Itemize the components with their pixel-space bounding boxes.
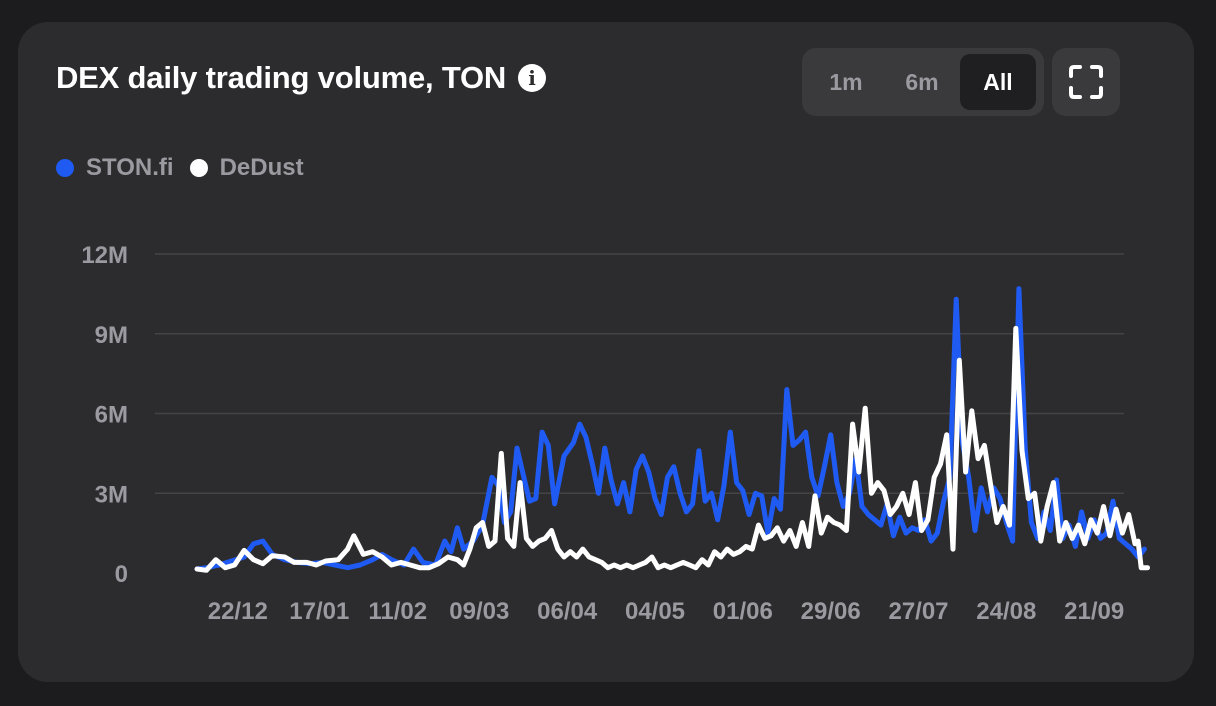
legend-item-ston-fi[interactable]: STON.fi — [56, 154, 174, 182]
x-tick-label: 01/06 — [713, 598, 773, 625]
series-lines — [194, 286, 1150, 573]
title-row: DEX daily trading volume, TON i — [56, 60, 547, 96]
legend-label-dedust: DeDust — [219, 154, 304, 181]
fullscreen-button[interactable] — [1052, 48, 1120, 116]
y-tick-label: 3M — [95, 481, 128, 508]
y-tick-label: 9M — [95, 322, 128, 349]
y-tick-label: 6M — [95, 402, 128, 429]
y-tick-label: 12M — [81, 242, 128, 269]
range-all-button[interactable]: All — [960, 54, 1036, 110]
x-tick-label: 29/06 — [801, 598, 861, 625]
series-line-dedust — [194, 325, 1150, 573]
chart-legend: STON.fi DeDust — [56, 154, 320, 182]
legend-item-dedust[interactable]: DeDust — [189, 154, 304, 182]
x-tick-label: 06/04 — [537, 598, 598, 625]
x-tick-label: 17/01 — [289, 598, 349, 625]
x-tick-label: 04/05 — [625, 598, 685, 625]
series-line-ston-fi — [194, 286, 1147, 572]
x-axis-ticks: 22/12 17/01 11/02 09/03 06/04 04/05 01/06 29/06… — [208, 598, 1124, 625]
legend-label-ston-fi: STON.fi — [86, 154, 174, 181]
info-icon[interactable]: i — [518, 64, 547, 92]
legend-dot-dedust — [189, 159, 208, 177]
x-tick-label: 11/02 — [368, 598, 427, 625]
legend-dot-ston-fi — [56, 159, 74, 177]
chart-title: DEX daily trading volume, TON — [56, 60, 507, 95]
x-tick-label: 21/09 — [1064, 598, 1124, 625]
y-tick-label: 0 — [115, 561, 128, 588]
range-selector: 1m 6m All — [802, 48, 1044, 116]
x-tick-label: 27/07 — [888, 598, 948, 625]
x-tick-label: 09/03 — [449, 598, 509, 625]
range-6m-button[interactable]: 6m — [905, 68, 939, 95]
chart-card — [18, 22, 1194, 682]
grid-lines — [155, 253, 1124, 494]
y-axis-ticks: 0 3M 6M 9M 12M — [81, 242, 128, 588]
fullscreen-icon — [1069, 65, 1103, 99]
x-tick-label: 24/08 — [976, 598, 1036, 625]
x-tick-label: 22/12 — [208, 598, 268, 625]
range-1m-button[interactable]: 1m — [829, 68, 863, 95]
